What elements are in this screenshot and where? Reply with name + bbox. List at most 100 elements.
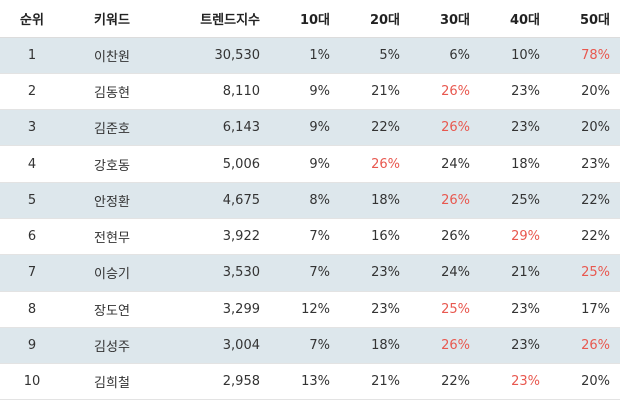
cell-age-20s: 23%: [371, 301, 400, 317]
cell-age-30s: 24%: [441, 265, 470, 281]
cell-trend-index: 5,006: [222, 156, 260, 172]
table-row: 6 전현무 3,922 7% 16% 26% 29% 22%: [0, 218, 620, 255]
header-row: 순위 키워드 트렌드지수 10대 20대 30대 40대 50대: [0, 0, 620, 38]
cell-age-10s: 9%: [309, 83, 330, 99]
cell-age-30s: 24%: [441, 156, 470, 172]
header-age-40s: 40대: [480, 0, 550, 38]
table-row: 4 강호동 5,006 9% 26% 24% 18% 23%: [0, 145, 620, 183]
cell-age-30s: 26%: [441, 192, 470, 208]
cell-keyword: 김성주: [94, 340, 130, 356]
cell-age-40s: 18%: [511, 156, 540, 172]
cell-age-50s: 22%: [581, 229, 610, 245]
cell-age-50s: 20%: [581, 120, 610, 136]
cell-keyword: 전현무: [94, 231, 130, 247]
cell-age-20s: 26%: [371, 156, 400, 172]
cell-age-30s: 22%: [441, 374, 470, 390]
cell-rank: 9: [27, 338, 37, 354]
cell-rank: 2: [27, 83, 37, 99]
cell-keyword: 안정환: [94, 194, 130, 210]
cell-rank: 5: [27, 192, 37, 208]
table-row: 1 이찬원 30,530 1% 5% 6% 10% 78%: [0, 37, 620, 74]
header-age-20s: 20대: [340, 0, 410, 38]
cell-trend-index: 3,299: [222, 301, 260, 317]
cell-age-10s: 12%: [301, 301, 330, 317]
cell-trend-index: 3,004: [222, 338, 260, 354]
table-body: 1 이찬원 30,530 1% 5% 6% 10% 78% 2 김동현 8,110 9% 21% 26% 2…: [0, 37, 620, 400]
cell-trend-index: 3,922: [222, 229, 260, 245]
cell-age-30s: 26%: [441, 338, 470, 354]
cell-trend-index: 30,530: [214, 47, 261, 63]
table-row: 7 이승기 3,530 7% 23% 24% 21% 25%: [0, 254, 620, 292]
cell-age-20s: 21%: [371, 83, 400, 99]
table-header: 순위 키워드 트렌드지수 10대 20대 30대 40대 50대: [0, 0, 620, 38]
table-row: 5 안정환 4,675 8% 18% 26% 25% 22%: [0, 182, 620, 219]
cell-keyword: 이찬원: [94, 49, 130, 65]
table-row: 10 김희철 2,958 13% 21% 22% 23% 20%: [0, 363, 620, 400]
cell-age-50s: 25%: [581, 265, 610, 281]
table-row: 9 김성주 3,004 7% 18% 26% 23% 26%: [0, 327, 620, 364]
cell-age-40s: 10%: [511, 47, 540, 63]
cell-age-10s: 7%: [309, 229, 330, 245]
cell-age-50s: 78%: [581, 47, 610, 63]
cell-keyword: 김준호: [94, 122, 130, 138]
cell-age-40s: 21%: [511, 265, 540, 281]
cell-age-20s: 5%: [379, 47, 400, 63]
table-row: 3 김준호 6,143 9% 22% 26% 23% 20%: [0, 109, 620, 146]
cell-keyword: 이승기: [94, 267, 130, 283]
cell-rank: 3: [27, 120, 37, 136]
cell-age-40s: 23%: [511, 301, 540, 317]
cell-rank: 6: [27, 229, 37, 245]
cell-age-20s: 22%: [371, 120, 400, 136]
cell-trend-index: 8,110: [222, 83, 260, 99]
cell-age-10s: 7%: [309, 265, 330, 281]
cell-trend-index: 4,675: [222, 192, 260, 208]
cell-age-50s: 23%: [581, 156, 610, 172]
cell-age-40s: 29%: [511, 229, 540, 245]
cell-keyword: 장도연: [94, 303, 130, 319]
cell-age-30s: 26%: [441, 120, 470, 136]
cell-age-10s: 9%: [309, 156, 330, 172]
cell-age-20s: 18%: [371, 338, 400, 354]
cell-age-50s: 22%: [581, 192, 610, 208]
cell-rank: 8: [27, 301, 37, 317]
cell-rank: 4: [27, 156, 37, 172]
cell-age-50s: 20%: [581, 83, 610, 99]
header-rank: 순위: [0, 0, 64, 38]
cell-age-50s: 26%: [581, 338, 610, 354]
cell-age-10s: 9%: [309, 120, 330, 136]
cell-keyword: 김희철: [94, 376, 130, 392]
header-age-30s: 30대: [410, 0, 480, 38]
cell-trend-index: 2,958: [222, 374, 260, 390]
cell-age-30s: 25%: [441, 301, 470, 317]
cell-keyword: 강호동: [94, 158, 130, 174]
cell-age-40s: 23%: [511, 338, 540, 354]
cell-keyword: 김동현: [94, 85, 130, 101]
cell-age-10s: 1%: [309, 47, 330, 63]
header-age-50s: 50대: [550, 0, 620, 38]
cell-age-30s: 6%: [449, 47, 470, 63]
cell-trend-index: 3,530: [222, 265, 260, 281]
cell-age-10s: 8%: [309, 192, 330, 208]
cell-age-20s: 23%: [371, 265, 400, 281]
header-age-10s: 10대: [270, 0, 340, 38]
cell-age-10s: 13%: [301, 374, 330, 390]
cell-rank: 10: [23, 374, 41, 390]
cell-rank: 1: [27, 47, 37, 63]
header-keyword: 키워드: [64, 0, 160, 38]
cell-age-40s: 23%: [511, 83, 540, 99]
cell-age-30s: 26%: [441, 83, 470, 99]
cell-age-50s: 17%: [581, 301, 610, 317]
cell-age-10s: 7%: [309, 338, 330, 354]
cell-age-20s: 16%: [371, 229, 400, 245]
cell-age-50s: 20%: [581, 374, 610, 390]
cell-age-20s: 21%: [371, 374, 400, 390]
cell-rank: 7: [27, 265, 37, 281]
cell-trend-index: 6,143: [222, 120, 260, 136]
table-row: 2 김동현 8,110 9% 21% 26% 23% 20%: [0, 73, 620, 110]
cell-age-40s: 25%: [511, 192, 540, 208]
cell-age-40s: 23%: [511, 120, 540, 136]
header-trend-index: 트렌드지수: [160, 0, 270, 38]
cell-age-40s: 23%: [511, 374, 540, 390]
table-row: 8 장도연 3,299 12% 23% 25% 23% 17%: [0, 291, 620, 328]
